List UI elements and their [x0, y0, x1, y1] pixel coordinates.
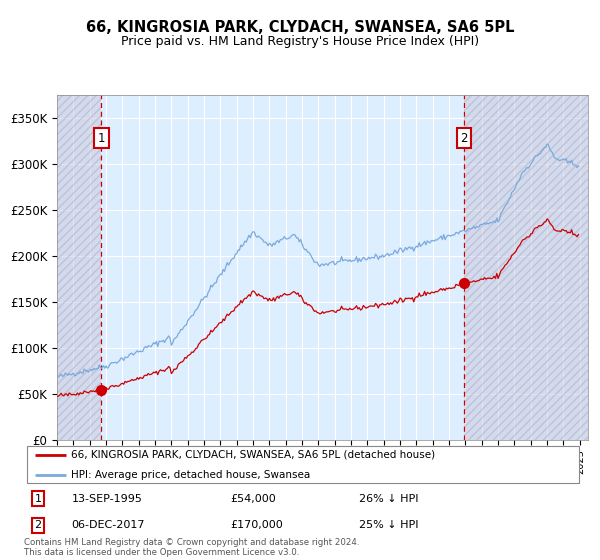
- Bar: [57, 95, 101, 440]
- Text: 1: 1: [98, 132, 105, 144]
- Text: 06-DEC-2017: 06-DEC-2017: [71, 520, 145, 530]
- Text: 2: 2: [34, 520, 41, 530]
- Text: 2: 2: [460, 132, 468, 144]
- Text: 66, KINGROSIA PARK, CLYDACH, SWANSEA, SA6 5PL (detached house): 66, KINGROSIA PARK, CLYDACH, SWANSEA, SA…: [71, 450, 436, 460]
- Bar: [464, 95, 588, 440]
- Text: £170,000: £170,000: [230, 520, 283, 530]
- FancyBboxPatch shape: [27, 446, 579, 483]
- Text: Contains HM Land Registry data © Crown copyright and database right 2024.
This d: Contains HM Land Registry data © Crown c…: [24, 538, 359, 557]
- Text: £54,000: £54,000: [230, 493, 276, 503]
- Text: 66, KINGROSIA PARK, CLYDACH, SWANSEA, SA6 5PL: 66, KINGROSIA PARK, CLYDACH, SWANSEA, SA…: [86, 20, 514, 35]
- Text: HPI: Average price, detached house, Swansea: HPI: Average price, detached house, Swan…: [71, 470, 311, 480]
- Text: 26% ↓ HPI: 26% ↓ HPI: [359, 493, 418, 503]
- Text: Price paid vs. HM Land Registry's House Price Index (HPI): Price paid vs. HM Land Registry's House …: [121, 35, 479, 48]
- Text: 13-SEP-1995: 13-SEP-1995: [71, 493, 142, 503]
- Text: 25% ↓ HPI: 25% ↓ HPI: [359, 520, 418, 530]
- Text: 1: 1: [34, 493, 41, 503]
